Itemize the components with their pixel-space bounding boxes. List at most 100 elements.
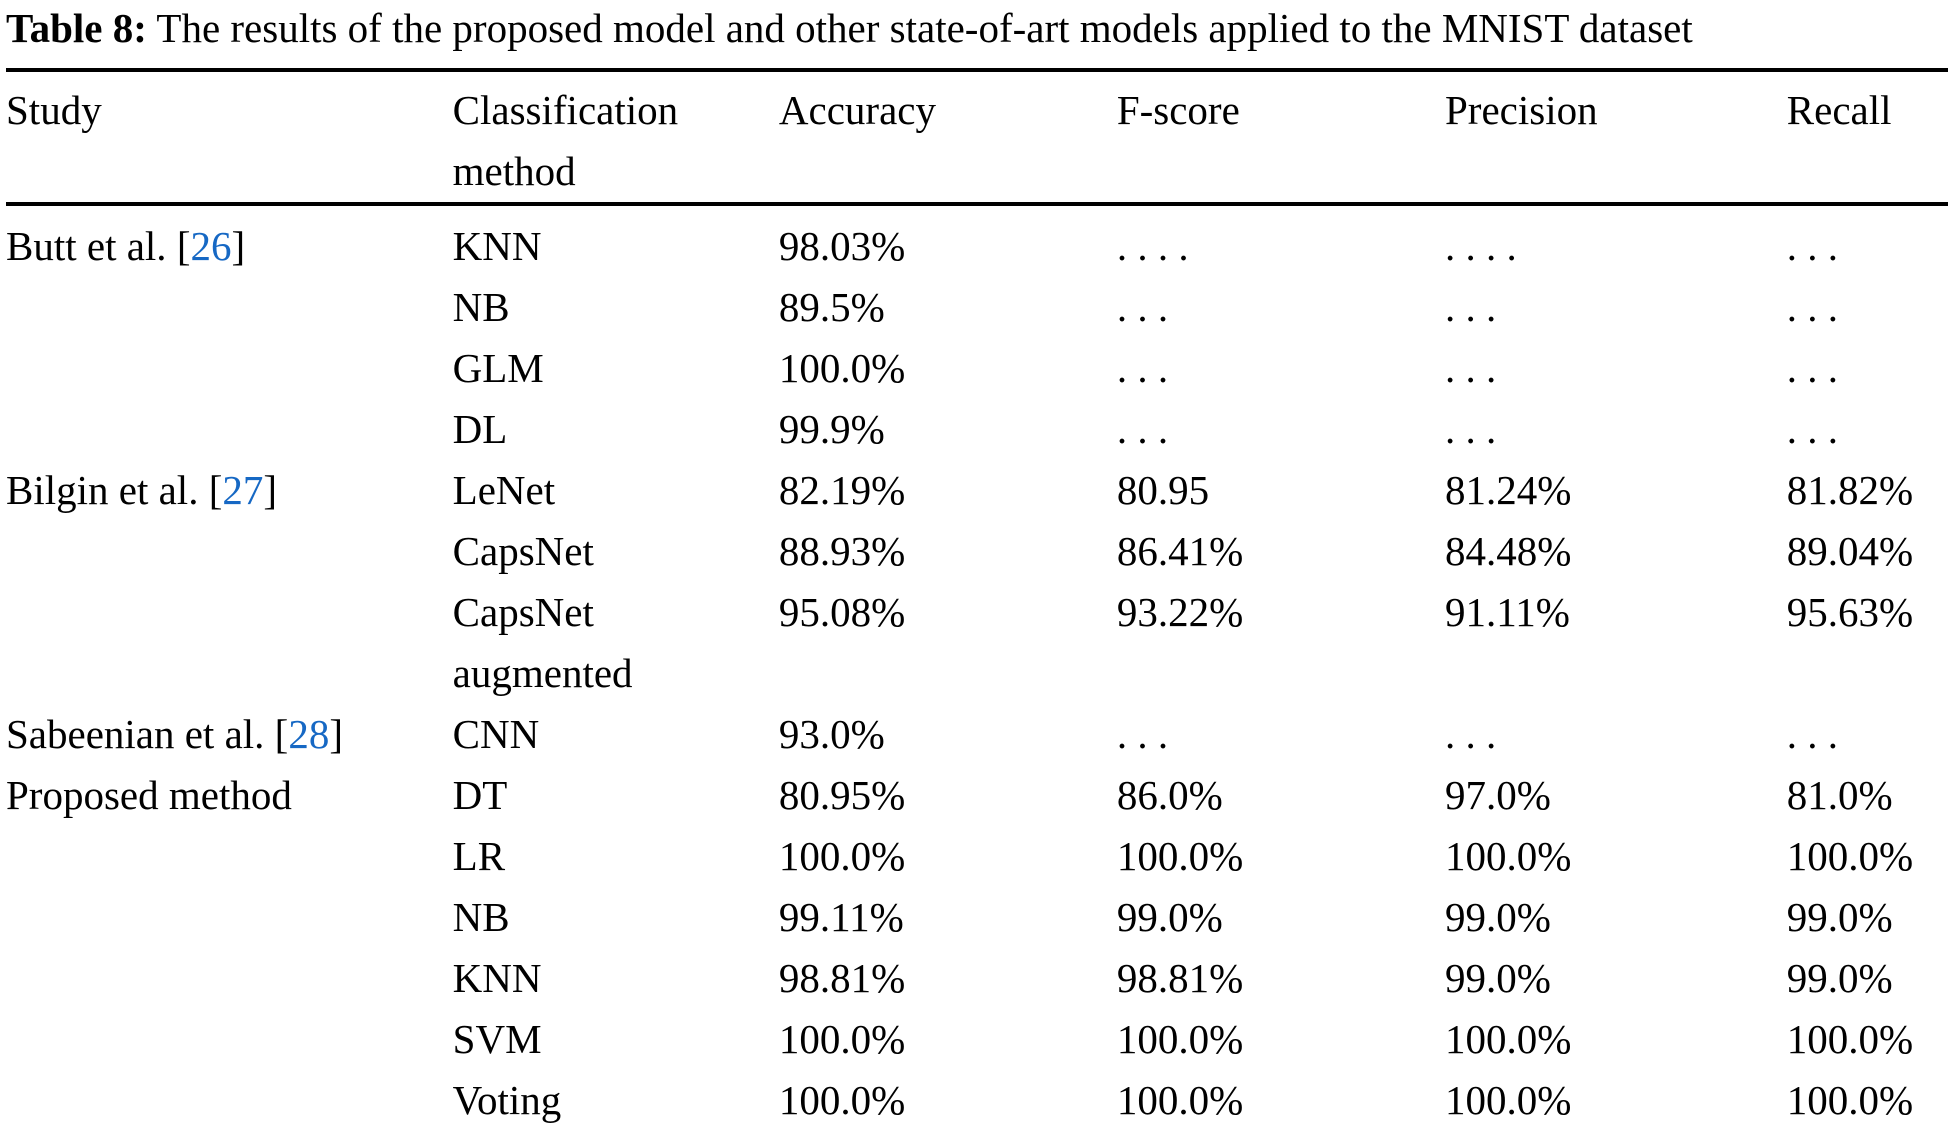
method-cell: DT [452,772,508,818]
fscore-cell: . . . [1116,345,1169,391]
fscore-cell: . . . [1116,711,1169,757]
fscore-cell: 98.81% [1116,955,1244,1001]
precision-cell: . . . [1445,284,1497,330]
method-cell: SVM [452,1016,542,1062]
fscore-cell: 100.0% [1116,1016,1244,1062]
accuracy-cell: 98.81% [778,955,906,1001]
method-cell: NB [452,284,510,330]
method-cell: LR [452,833,506,879]
precision-cell: 81.24% [1445,467,1572,513]
reference-link[interactable]: 27 [222,467,264,513]
method-cell: CNN [452,711,540,757]
accuracy-cell: 95.08% [778,589,906,635]
reference-open-bracket: [ [274,711,289,757]
table-caption-label: Table 8: [6,5,147,51]
accuracy-cell: 100.0% [778,345,906,391]
method-cell: Voting [452,1077,562,1123]
precision-cell: 100.0% [1445,833,1572,879]
study-name: Butt et al. [6,223,177,269]
fscore-cell: 86.0% [1116,772,1223,818]
table-row: [] CapsNet augmented 95.08% 93.22% 91.11… [6,582,1948,704]
reference-close-bracket: ] [231,223,246,269]
header-row: Study Classification method Accuracy F-s… [6,70,1948,204]
method-cell: CapsNet [452,528,594,574]
recall-cell: . . . [1786,345,1839,391]
reference: [27] [209,467,277,513]
study-cell: [] [6,399,453,460]
accuracy-cell: 100.0% [778,833,906,879]
recall-cell: 95.63% [1786,589,1914,635]
table-row: [] LR 100.0% 100.0% 100.0% 100.0% [6,826,1948,887]
table-row: Proposed method[] DT 80.95% 86.0% 97.0% … [6,765,1948,826]
reference-link[interactable]: 28 [288,711,330,757]
table-row: [] Voting 100.0% 100.0% 100.0% 100.0% [6,1070,1948,1133]
method-cell: LeNet [452,467,556,513]
recall-cell: . . . [1786,711,1839,757]
fscore-cell: . . . [1116,406,1169,452]
study-name: Sabeenian et al. [6,711,275,757]
column-header-fscore: F-score [1116,87,1240,133]
fscore-cell: 99.0% [1116,894,1223,940]
recall-cell: 89.04% [1786,528,1914,574]
precision-cell: . . . [1445,406,1497,452]
table-row: [] NB 89.5% . . . . . . . . . [6,277,1948,338]
table-row: Sabeenian et al. [28] CNN 93.0% . . . . … [6,704,1948,765]
precision-cell: 99.0% [1445,894,1551,940]
accuracy-cell: 100.0% [778,1016,906,1062]
precision-cell: . . . [1445,711,1497,757]
fscore-cell: 100.0% [1116,833,1244,879]
study-cell: [] [6,521,453,582]
method-cell: GLM [452,345,544,391]
study-cell: [] [6,1070,453,1133]
table-row: [] SVM 100.0% 100.0% 100.0% 100.0% [6,1009,1948,1070]
precision-cell: 100.0% [1445,1016,1572,1062]
reference-open-bracket: [ [176,223,191,269]
fscore-cell: 86.41% [1116,528,1244,574]
reference-link[interactable]: 26 [190,223,232,269]
precision-cell: 91.11% [1445,589,1570,635]
precision-cell: 97.0% [1445,772,1551,818]
column-header-precision: Precision [1445,87,1598,133]
fscore-cell: 80.95 [1116,467,1210,513]
table-row: [] GLM 100.0% . . . . . . . . . [6,338,1948,399]
fscore-cell: 100.0% [1116,1077,1244,1123]
column-header-study: Study [6,87,102,133]
recall-cell: . . . [1786,284,1839,330]
study-cell: [] [6,1009,453,1070]
study-cell: [] [6,582,453,704]
recall-cell: 81.0% [1786,772,1893,818]
study-cell: Proposed method[] [6,765,453,826]
study-cell: [] [6,887,453,948]
results-table: Study Classification method Accuracy F-s… [6,68,1948,1133]
reference-open-bracket: [ [208,467,223,513]
recall-cell: 81.82% [1786,467,1914,513]
precision-cell: . . . . [1445,223,1517,269]
reference: [26] [177,223,245,269]
accuracy-cell: 98.03% [778,223,906,269]
reference-close-bracket: ] [329,711,343,757]
table-caption: Table 8: The results of the proposed mod… [6,2,1948,54]
table-row: Butt et al. [26] KNN 98.03% . . . . . . … [6,204,1948,277]
table-row: [] NB 99.11% 99.0% 99.0% 99.0% [6,887,1948,948]
column-header-accuracy: Accuracy [778,87,936,133]
method-cell: KNN [452,223,542,269]
method-cell: NB [452,894,510,940]
study-cell: [] [6,826,453,887]
study-cell: Butt et al. [26] [6,204,453,277]
column-header-recall: Recall [1786,87,1892,133]
accuracy-cell: 88.93% [778,528,906,574]
recall-cell: 100.0% [1786,833,1914,879]
fscore-cell: . . . [1116,284,1169,330]
study-cell: [] [6,338,453,399]
recall-cell: 100.0% [1786,1016,1914,1062]
recall-cell: 99.0% [1786,894,1893,940]
table-row: [] DL 99.9% . . . . . . . . . [6,399,1948,460]
accuracy-cell: 80.95% [778,772,906,818]
study-cell: [] [6,948,453,1009]
reference-close-bracket: ] [263,467,278,513]
precision-cell: . . . [1445,345,1497,391]
accuracy-cell: 100.0% [778,1077,906,1123]
column-header-method: Classification method [452,87,679,194]
table-caption-text: The results of the proposed model and ot… [146,5,1693,51]
